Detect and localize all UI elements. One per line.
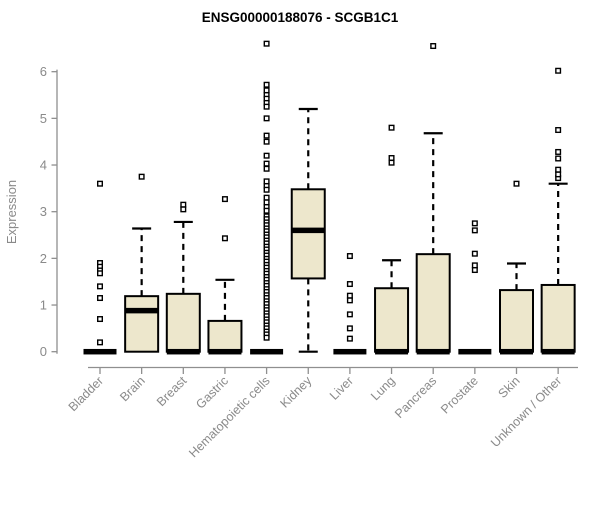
box-pancreas — [415, 253, 451, 353]
box-gastric — [207, 319, 243, 353]
median-line-breast — [166, 348, 200, 355]
outlier-point-unknown-other — [555, 155, 562, 162]
median-line-skin — [500, 348, 533, 355]
y-tick-label: 2 — [40, 251, 47, 266]
outlier-point-liver — [346, 292, 353, 299]
outlier-point-lung — [388, 124, 395, 131]
median-line-unknown-other — [541, 348, 575, 355]
outlier-point-hematopoietic-cells — [263, 132, 270, 139]
x-category-label: Kidney — [277, 373, 314, 410]
outlier-point-prostate — [471, 227, 478, 234]
outlier-point-unknown-other — [555, 166, 562, 173]
outlier-point-hematopoietic-cells — [263, 334, 270, 341]
outlier-point-bladder — [96, 316, 103, 323]
y-tick-label: 4 — [40, 158, 47, 173]
outlier-point-liver — [346, 281, 353, 288]
outlier-point-prostate — [471, 262, 478, 269]
outlier-point-prostate — [471, 267, 478, 274]
outlier-point-hematopoietic-cells — [263, 115, 270, 122]
box-brain — [124, 295, 160, 353]
outlier-point-liver — [346, 253, 353, 260]
outlier-point-lung — [388, 159, 395, 166]
outlier-point-lung — [388, 155, 395, 162]
y-tick-label: 3 — [40, 204, 47, 219]
x-category-label: Unknown / Other — [488, 374, 564, 450]
outlier-point-hematopoietic-cells — [263, 165, 270, 172]
outlier-point-hematopoietic-cells — [263, 87, 270, 94]
outlier-point-liver — [346, 311, 353, 318]
median-line-brain — [125, 307, 159, 314]
outlier-point-gastric — [221, 235, 228, 242]
median-line-prostate — [458, 348, 492, 355]
x-category-label: Hematopoietic cells — [186, 374, 273, 461]
outlier-point-hematopoietic-cells — [263, 152, 270, 159]
outlier-point-unknown-other — [555, 67, 562, 74]
outlier-point-hematopoietic-cells — [263, 199, 270, 206]
outlier-point-unknown-other — [555, 148, 562, 155]
median-line-bladder — [83, 348, 117, 355]
outlier-point-liver — [346, 297, 353, 304]
median-line-lung — [375, 348, 409, 355]
median-line-liver — [333, 348, 367, 355]
outlier-point-unknown-other — [555, 127, 562, 134]
chart-title: ENSG00000188076 - SCGB1C1 — [202, 10, 399, 25]
outlier-point-hematopoietic-cells — [263, 103, 270, 110]
outlier-point-skin — [513, 180, 520, 187]
x-category-label: Bladder — [66, 374, 106, 414]
x-category-label: Pancreas — [392, 374, 439, 421]
median-line-gastric — [208, 348, 242, 355]
x-category-label: Liver — [327, 374, 356, 403]
outlier-point-unknown-other — [555, 171, 562, 178]
outlier-point-pancreas — [430, 43, 437, 50]
box-unknown-other — [540, 283, 576, 353]
outlier-point-bladder — [96, 339, 103, 346]
outlier-point-breast — [180, 206, 187, 213]
outlier-point-bladder — [96, 270, 103, 277]
y-tick-label: 0 — [40, 344, 47, 359]
outlier-point-liver — [346, 325, 353, 332]
outlier-point-hematopoietic-cells — [263, 138, 270, 145]
x-category-label: Prostate — [438, 374, 481, 417]
y-tick-label: 6 — [40, 64, 47, 79]
box-breast — [165, 292, 201, 353]
median-line-pancreas — [416, 348, 450, 355]
outlier-point-bladder — [96, 295, 103, 302]
box-skin — [499, 289, 534, 353]
x-category-label: Gastric — [193, 374, 231, 412]
outlier-point-hematopoietic-cells — [263, 194, 270, 201]
outlier-point-breast — [180, 201, 187, 208]
outlier-point-hematopoietic-cells — [263, 40, 270, 47]
median-line-kidney — [291, 227, 325, 234]
outlier-point-liver — [346, 335, 353, 342]
x-category-label: Lung — [368, 374, 398, 404]
outlier-point-hematopoietic-cells — [263, 178, 270, 185]
outlier-point-prostate — [471, 250, 478, 257]
outlier-point-gastric — [221, 196, 228, 203]
x-category-label: Brain — [117, 374, 148, 405]
box-lung — [374, 287, 410, 353]
x-category-label: Skin — [496, 374, 523, 401]
outlier-point-hematopoietic-cells — [263, 186, 270, 193]
outlier-point-hematopoietic-cells — [263, 160, 270, 167]
outlier-point-prostate — [471, 220, 478, 227]
y-tick-label: 5 — [40, 111, 47, 126]
outlier-point-brain — [138, 173, 145, 180]
plot-area: 0 1 2 3 4 5 6 Bladder Brain Breast GastricHematopo… — [40, 40, 578, 461]
outlier-point-hematopoietic-cells — [263, 81, 270, 88]
box-kidney — [290, 188, 326, 280]
outlier-point-bladder — [96, 180, 103, 187]
median-line-hematopoietic-cells — [250, 348, 284, 355]
outlier-point-bladder — [96, 283, 103, 290]
y-tick-label: 1 — [40, 298, 47, 313]
x-category-label: Breast — [154, 373, 190, 409]
y-axis-label: Expression — [4, 180, 19, 244]
outlier-point-hematopoietic-cells — [263, 207, 270, 214]
